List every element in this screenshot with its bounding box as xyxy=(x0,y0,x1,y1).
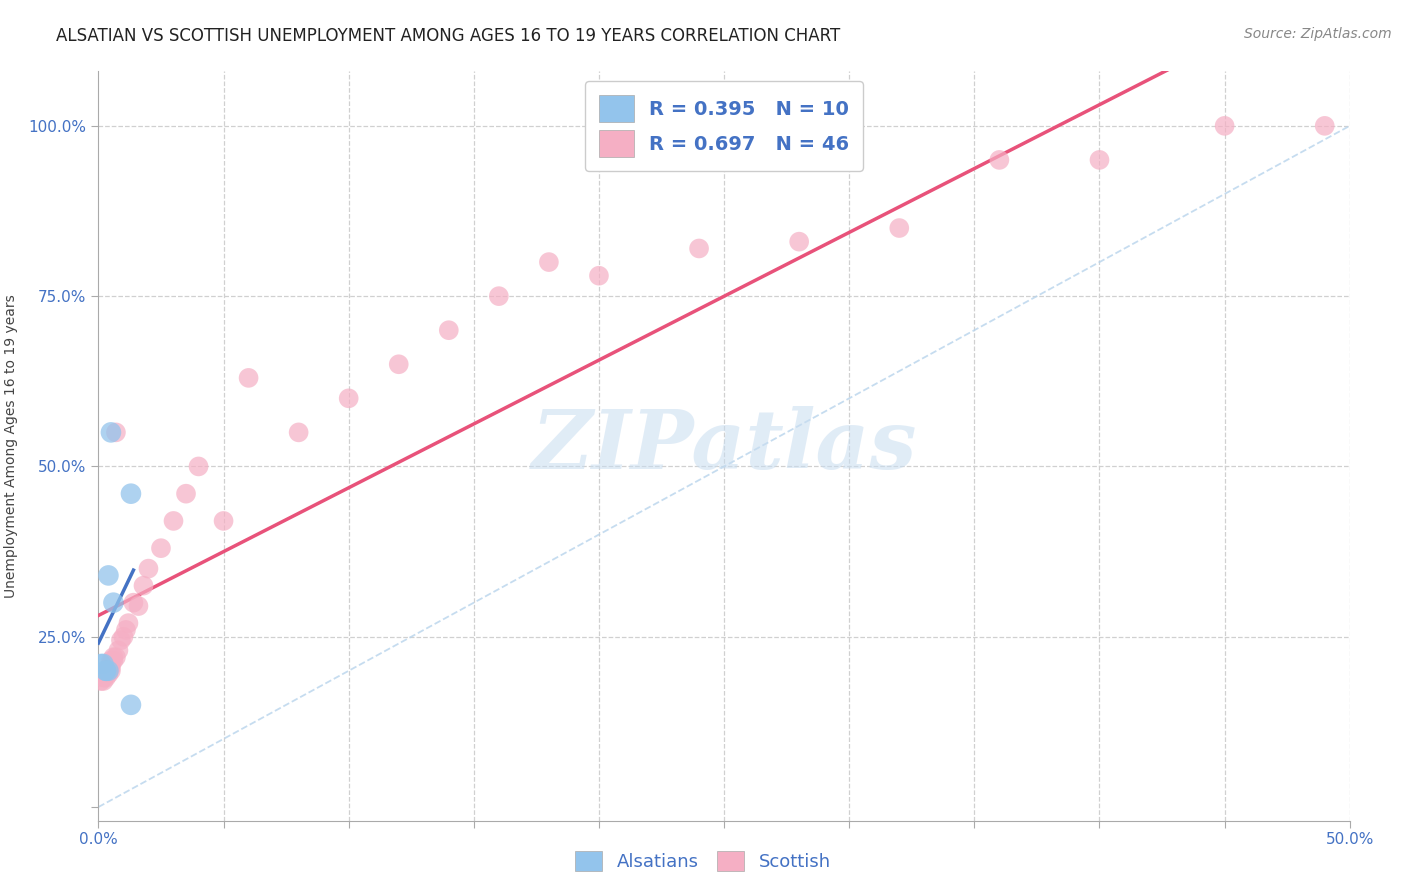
Point xyxy=(287,425,309,440)
Point xyxy=(127,599,149,613)
Text: Source: ZipAtlas.com: Source: ZipAtlas.com xyxy=(1244,27,1392,41)
Point xyxy=(588,268,610,283)
Y-axis label: Unemployment Among Ages 16 to 19 years: Unemployment Among Ages 16 to 19 years xyxy=(3,294,17,598)
Point xyxy=(238,371,260,385)
Point xyxy=(1213,119,1236,133)
Point xyxy=(100,664,122,678)
Point xyxy=(100,425,122,440)
Point xyxy=(112,630,135,644)
Point xyxy=(97,664,120,678)
Point xyxy=(988,153,1011,167)
Point xyxy=(337,392,360,406)
Point xyxy=(138,561,160,575)
Point xyxy=(117,616,139,631)
Point xyxy=(174,486,197,500)
Text: ZIPatlas: ZIPatlas xyxy=(531,406,917,486)
Point xyxy=(1088,153,1111,167)
Point xyxy=(122,596,145,610)
Point xyxy=(97,664,120,678)
Point xyxy=(104,650,127,665)
Point xyxy=(889,221,911,235)
Point xyxy=(90,657,112,671)
Point xyxy=(94,664,117,678)
Point xyxy=(94,664,117,678)
Point xyxy=(100,657,122,671)
Point xyxy=(94,671,117,685)
Point xyxy=(162,514,184,528)
Point xyxy=(97,664,120,678)
Point xyxy=(103,596,125,610)
Point xyxy=(93,657,115,671)
Point xyxy=(93,671,115,685)
Point xyxy=(488,289,510,303)
Legend: Alsatians, Scottish: Alsatians, Scottish xyxy=(568,844,838,879)
Point xyxy=(97,568,120,582)
Point xyxy=(388,357,411,371)
Point xyxy=(100,660,122,674)
Legend: R = 0.395   N = 10, R = 0.697   N = 46: R = 0.395 N = 10, R = 0.697 N = 46 xyxy=(585,81,863,171)
Point xyxy=(537,255,560,269)
Point xyxy=(107,643,129,657)
Point xyxy=(97,667,120,681)
Point xyxy=(90,673,112,688)
Point xyxy=(94,667,117,681)
Text: ALSATIAN VS SCOTTISH UNEMPLOYMENT AMONG AGES 16 TO 19 YEARS CORRELATION CHART: ALSATIAN VS SCOTTISH UNEMPLOYMENT AMONG … xyxy=(56,27,841,45)
Point xyxy=(120,698,142,712)
Point xyxy=(212,514,235,528)
Point xyxy=(787,235,810,249)
Point xyxy=(132,579,155,593)
Point xyxy=(94,664,117,678)
Point xyxy=(187,459,209,474)
Point xyxy=(104,425,127,440)
Point xyxy=(100,654,122,668)
Point xyxy=(103,654,125,668)
Point xyxy=(110,633,132,648)
Point xyxy=(93,673,115,688)
Point xyxy=(115,623,138,637)
Point xyxy=(1313,119,1336,133)
Point xyxy=(120,486,142,500)
Point xyxy=(103,650,125,665)
Point xyxy=(150,541,173,556)
Point xyxy=(688,242,710,256)
Point xyxy=(437,323,460,337)
